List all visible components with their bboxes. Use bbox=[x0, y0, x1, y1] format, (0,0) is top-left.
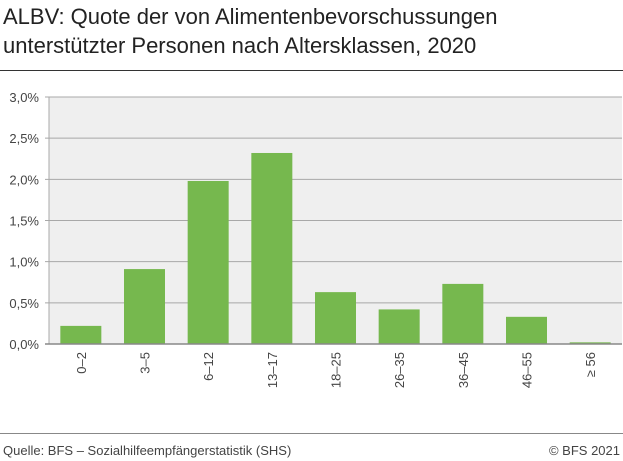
y-tick-label: 1,5% bbox=[9, 214, 39, 229]
title-line-1: ALBV: Quote der von Alimentenbevorschuss… bbox=[3, 4, 498, 29]
y-tick-label: 0,0% bbox=[9, 337, 39, 352]
bar-36–45 bbox=[442, 283, 484, 344]
y-tick-label: 2,5% bbox=[9, 131, 39, 146]
x-tick-label: 36–45 bbox=[456, 352, 471, 388]
x-tick-label: 6–12 bbox=[201, 352, 216, 381]
y-tick-label: 2,0% bbox=[9, 172, 39, 187]
x-tick-label: 0–2 bbox=[74, 352, 89, 374]
x-tick-label: ≥ 56 bbox=[583, 352, 598, 377]
bar-6–12 bbox=[187, 180, 229, 344]
bar-18–25 bbox=[315, 292, 356, 344]
bar-chart: 0,0% 0,5% 1,0% 1,5% 2,0% 2,5% 3,0% 0–2 3–5 6–12 13… bbox=[9, 90, 622, 388]
y-tick-label: 0,5% bbox=[9, 296, 39, 311]
bar-46–55 bbox=[506, 316, 547, 344]
chart-title: ALBV: Quote der von Alimentenbevorschuss… bbox=[3, 2, 498, 60]
x-tick-label: 46–55 bbox=[520, 352, 535, 388]
copyright-text: © BFS 2021 bbox=[548, 443, 620, 458]
footer-rule bbox=[0, 433, 623, 434]
bar-0–2 bbox=[60, 325, 102, 344]
x-tick-label: 18–25 bbox=[329, 352, 344, 388]
x-tick-label: 26–35 bbox=[392, 352, 407, 388]
x-tick-label: 13–17 bbox=[265, 352, 280, 388]
source-text: Quelle: BFS – Sozialhilfeempfängerstatis… bbox=[3, 443, 292, 458]
bar-≥ 56 bbox=[569, 342, 611, 344]
bar-13–17 bbox=[251, 152, 293, 344]
bar-26–35 bbox=[378, 309, 420, 344]
y-tick-label: 3,0% bbox=[9, 90, 39, 105]
title-line-2: unterstützter Personen nach Altersklasse… bbox=[3, 33, 477, 58]
title-rule bbox=[0, 70, 623, 71]
bar-3–5 bbox=[124, 269, 165, 344]
y-tick-label: 1,0% bbox=[9, 255, 39, 270]
x-tick-label: 3–5 bbox=[138, 352, 153, 374]
